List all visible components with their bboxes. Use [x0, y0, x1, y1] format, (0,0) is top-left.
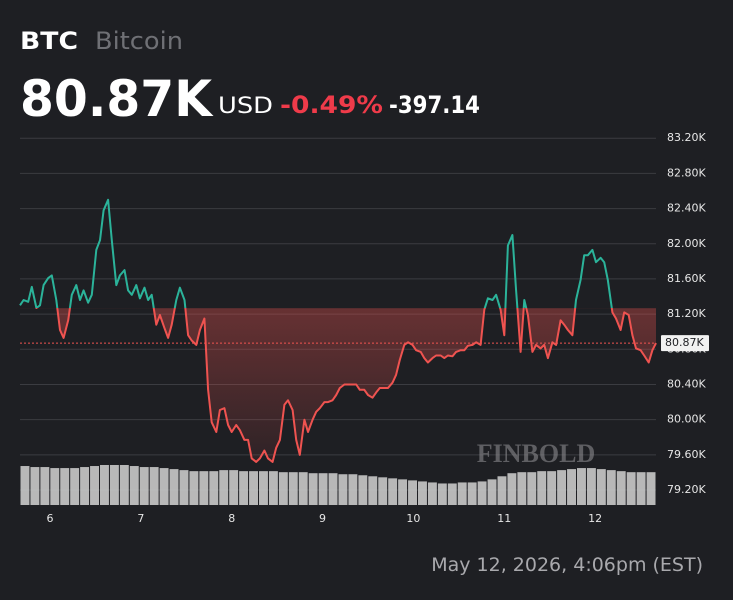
- y-tick-label: 82.00K: [667, 237, 706, 250]
- volume-bar: [119, 465, 129, 505]
- volume-bar: [437, 483, 447, 505]
- volume-bar: [60, 468, 70, 505]
- timestamp: May 12, 2026, 4:06pm (EST): [431, 554, 703, 576]
- volume-bar: [606, 470, 616, 505]
- y-tick-label: 79.20K: [667, 483, 706, 496]
- volume-bar: [129, 466, 139, 505]
- volume-bar: [298, 472, 308, 505]
- price-label: 80.87K: [665, 336, 704, 349]
- volume-bar: [348, 474, 358, 505]
- y-tick-label: 82.80K: [667, 166, 706, 179]
- volume-bar: [477, 481, 487, 505]
- volume-bar: [80, 467, 90, 505]
- volume-bar: [487, 479, 497, 505]
- y-tick-label: 80.40K: [667, 377, 706, 390]
- y-tick-label: 83.20K: [667, 131, 706, 144]
- volume-bar: [219, 470, 229, 505]
- volume-bar: [20, 466, 30, 505]
- volume-bar: [388, 478, 398, 505]
- volume-bar: [249, 471, 258, 505]
- volume-bar: [70, 468, 80, 505]
- volume-bar: [50, 468, 60, 505]
- volume-bar: [577, 468, 586, 505]
- y-tick-label: 81.20K: [667, 307, 706, 320]
- volume-bar: [358, 475, 368, 505]
- x-tick-label: 12: [588, 512, 602, 525]
- y-tick-label: 79.60K: [667, 448, 706, 461]
- volume-bar: [109, 465, 119, 505]
- x-tick-label: 10: [406, 512, 420, 525]
- change: -397.14: [389, 91, 480, 119]
- volume-bar: [418, 481, 427, 505]
- x-tick-label: 6: [46, 512, 53, 525]
- volume-bar: [288, 472, 298, 505]
- price-line-series: [19, 198, 657, 463]
- x-tick-label: 9: [319, 512, 326, 525]
- price: 80.87K: [20, 70, 214, 128]
- volume-bar: [229, 470, 239, 505]
- asset-name: Bitcoin: [95, 27, 183, 55]
- volume-bar: [507, 473, 517, 505]
- volume-bar: [517, 472, 527, 505]
- volume-bar: [557, 470, 567, 505]
- volume-bar: [497, 476, 507, 505]
- volume-bar: [179, 470, 189, 505]
- volume-bar: [567, 469, 576, 505]
- volume-bar: [586, 468, 596, 505]
- volume-bar: [616, 471, 626, 505]
- y-tick-label: 80.00K: [667, 413, 706, 426]
- change-percent: -0.49%: [280, 91, 383, 119]
- volume-bar: [259, 471, 268, 505]
- volume-bar: [527, 472, 537, 505]
- volume-bar: [209, 471, 219, 505]
- y-tick-label: 82.40K: [667, 202, 706, 215]
- volume-bar: [596, 469, 606, 505]
- volume-bar: [199, 471, 209, 505]
- volume-bar: [378, 477, 388, 505]
- volume-bar: [30, 467, 40, 505]
- volume-bar: [90, 466, 99, 505]
- volume-bar: [636, 472, 646, 505]
- x-tick-label: 7: [137, 512, 144, 525]
- x-tick-label: 11: [497, 512, 511, 525]
- volume-bar: [626, 472, 636, 505]
- volume-bar: [408, 480, 417, 505]
- volume-bar: [139, 467, 149, 505]
- volume-bar: [149, 467, 159, 505]
- y-tick-label: 81.60K: [667, 272, 706, 285]
- price-label-box: [661, 335, 709, 352]
- volume-bar: [318, 473, 328, 505]
- volume-bar: [239, 471, 249, 505]
- volume-bar: [467, 482, 477, 505]
- symbol: BTC: [20, 27, 78, 55]
- volume-bar: [328, 473, 338, 505]
- volume-bar: [308, 473, 318, 505]
- volume-bar: [547, 471, 557, 505]
- volume-bar: [278, 472, 288, 505]
- volume-bar: [338, 474, 348, 505]
- volume-bar: [427, 482, 437, 505]
- volume-bar: [268, 471, 278, 505]
- watermark: FINBOLD: [477, 439, 595, 468]
- volume-bar: [40, 467, 50, 505]
- volume-bar: [100, 465, 109, 505]
- volume-bar: [159, 468, 169, 505]
- volume-bar: [537, 471, 547, 505]
- volume-bar: [189, 471, 199, 505]
- volume-bar: [646, 472, 656, 505]
- currency: USD: [218, 94, 273, 119]
- volume-bar: [398, 479, 408, 505]
- volume-bar: [368, 476, 378, 505]
- volume-bar: [169, 469, 179, 505]
- x-tick-label: 8: [228, 512, 235, 525]
- volume-bar: [447, 483, 457, 505]
- volume-bar: [457, 482, 467, 505]
